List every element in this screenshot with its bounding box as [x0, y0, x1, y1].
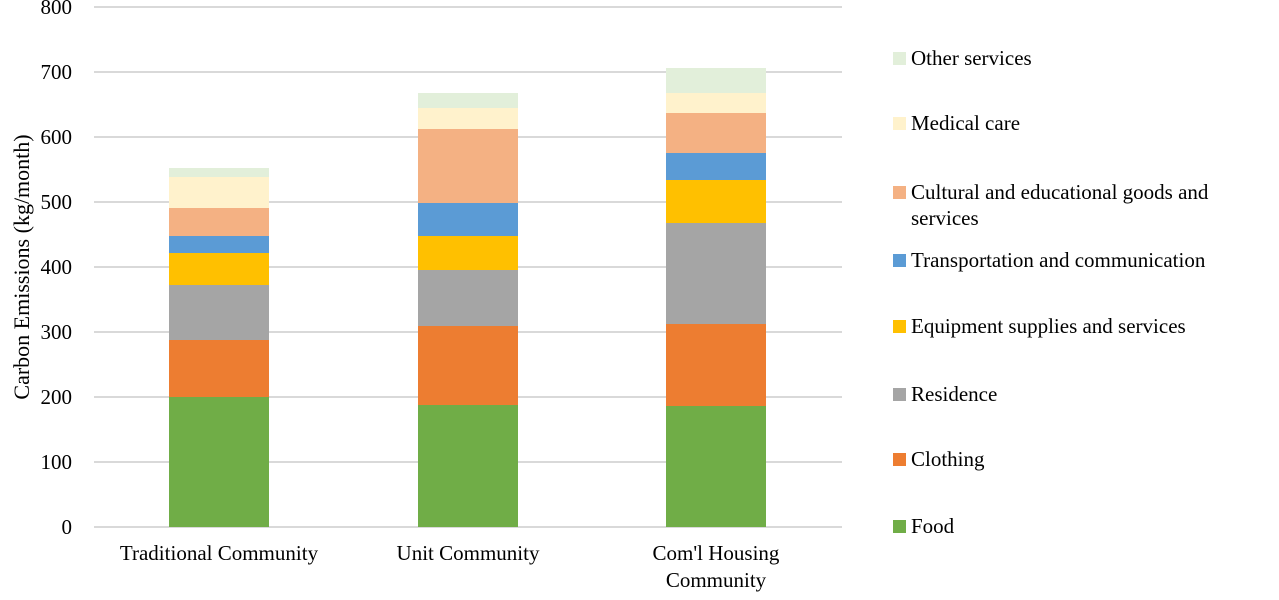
legend-label: Transportation and communication	[911, 248, 1206, 272]
y-tick-label: 400	[40, 255, 73, 279]
bar-segment	[418, 235, 518, 271]
bar-segment	[169, 340, 269, 397]
legend-color-marker	[893, 520, 906, 533]
gridline	[94, 6, 842, 8]
legend-item: Residence	[893, 381, 997, 407]
legend-item: Clothing	[893, 446, 985, 472]
bar-segment	[418, 93, 518, 108]
legend-label: Equipment supplies and services	[911, 314, 1186, 338]
bar-segment	[418, 107, 518, 129]
legend-label: Cultural and educational goods and servi…	[911, 180, 1209, 230]
legend-color-marker	[893, 254, 906, 267]
legend-label: Food	[911, 514, 955, 538]
legend-label: Residence	[911, 382, 998, 406]
x-axis-label: Traditional Community	[119, 541, 319, 565]
bar-segment	[418, 203, 518, 236]
gridline	[94, 71, 842, 73]
y-tick-label: 0	[61, 515, 73, 539]
legend-label: Other services	[911, 46, 1032, 70]
legend-color-marker	[893, 52, 906, 65]
bar-segment	[666, 406, 766, 527]
bar-segment	[169, 236, 269, 253]
bar-segment	[666, 68, 766, 93]
bar-segment	[169, 208, 269, 237]
bar-segment	[666, 222, 766, 324]
legend-item: Equipment supplies and services	[893, 313, 1186, 339]
legend-color-marker	[893, 388, 906, 401]
stacked-bar	[666, 68, 766, 527]
legend-item: Cultural and educational goods and servi…	[893, 179, 1263, 231]
legend-item: Other services	[893, 45, 1032, 71]
bar-segment	[666, 92, 766, 113]
legend-color-marker	[893, 117, 906, 130]
bar-segment	[169, 176, 269, 209]
x-axis-label: Com'l Housing Community	[652, 541, 780, 592]
legend-item: Food	[893, 513, 954, 539]
y-tick-label: 700	[40, 60, 73, 84]
bar-segment	[418, 326, 518, 405]
bar-segment	[418, 404, 518, 527]
bar-segment	[169, 167, 269, 177]
y-tick-label: 800	[40, 0, 73, 19]
legend-color-marker	[893, 453, 906, 466]
legend-color-marker	[893, 320, 906, 333]
y-tick-label: 100	[40, 450, 73, 474]
bar-segment	[169, 396, 269, 527]
legend-color-marker	[893, 186, 906, 199]
stacked-bar	[418, 93, 518, 527]
x-axis-label: Unit Community	[396, 541, 540, 565]
legend-item: Transportation and communication	[893, 247, 1205, 273]
y-tick-label: 200	[40, 385, 73, 409]
bar-segment	[169, 285, 269, 341]
y-tick-label: 600	[40, 125, 73, 149]
bar-segment	[418, 128, 518, 204]
bar-segment	[666, 112, 766, 154]
legend-item: Medical care	[893, 110, 1020, 136]
bar-segment	[666, 323, 766, 407]
bar-segment	[666, 179, 766, 223]
bar-segment	[666, 153, 766, 180]
legend-label: Clothing	[911, 447, 985, 471]
bar-segment	[169, 252, 269, 286]
y-tick-label: 500	[40, 190, 73, 214]
stacked-bar	[169, 167, 269, 527]
gridline	[94, 526, 842, 528]
y-tick-label: 300	[40, 320, 73, 344]
legend-label: Medical care	[911, 111, 1021, 135]
bar-segment	[418, 270, 518, 327]
